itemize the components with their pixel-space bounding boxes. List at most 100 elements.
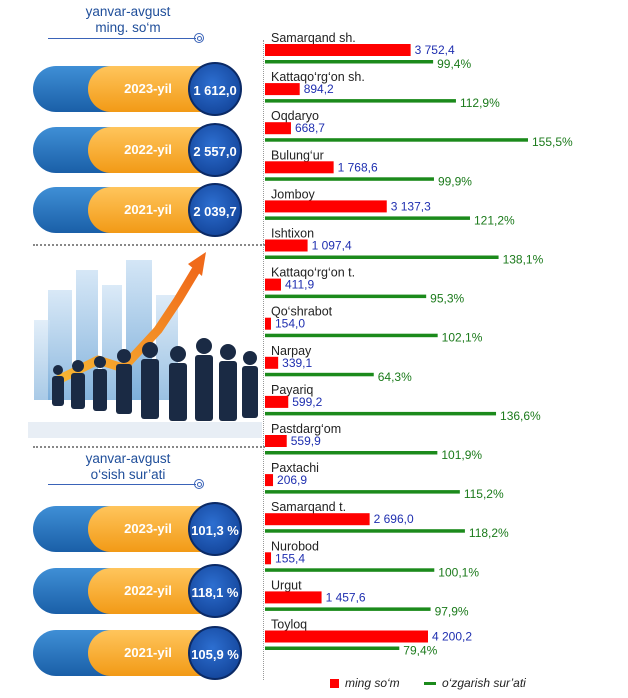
legend-label-growth: o‘zgarish sur’ati: [442, 676, 526, 690]
legend-swatch-green: [424, 682, 436, 686]
bar-growth: [265, 646, 400, 650]
bar-amount: [265, 278, 281, 291]
category-label: Oqdaryo: [271, 109, 319, 123]
pill-year: 2021-yil: [124, 202, 172, 217]
dotted-divider-bottom: [33, 446, 265, 448]
business-growth-illustration: [28, 252, 262, 438]
pill-year: 2023-yil: [124, 81, 172, 96]
bar-amount-label: 4 200,2: [432, 630, 472, 644]
category-label: Jomboy: [271, 187, 316, 201]
growth-header-underline: [48, 484, 196, 485]
category-label: Nurobod: [271, 539, 319, 553]
bar-amount-label: 1 097,4: [312, 239, 352, 253]
bar-amount: [265, 435, 287, 447]
bar-growth: [265, 177, 434, 181]
category-label: Pastdarg‘om: [271, 422, 341, 436]
growth-header-line1: yanvar-avgust: [85, 451, 171, 466]
bar-amount-label: 155,4: [275, 551, 305, 565]
bar-growth-label: 121,2%: [474, 213, 515, 227]
bar-growth: [265, 411, 497, 416]
pill-value: 101,3 %: [188, 502, 242, 556]
bar-amount: [265, 44, 411, 56]
pill-value: 1 612,0: [188, 62, 242, 116]
bar-growth-label: 100,1%: [438, 565, 479, 579]
bar-growth-label: 138,1%: [503, 253, 544, 267]
amount-header-line1: yanvar-avgust: [85, 4, 171, 19]
bar-amount: [265, 239, 308, 252]
bar-growth: [265, 607, 431, 611]
bar-amount-label: 411,9: [285, 278, 314, 292]
growth-pill-2023: 2023-yil 101,3 %: [33, 502, 250, 556]
amount-pill-2021: 2021-yil 2 039,7: [33, 183, 250, 237]
pill-value: 2 557,0: [188, 123, 242, 177]
bar-amount-label: 206,9: [277, 473, 307, 487]
bar-amount: [265, 161, 334, 174]
bar-amount: [265, 200, 387, 213]
bar-amount-label: 668,7: [295, 121, 325, 135]
bar-growth: [265, 529, 465, 533]
bar-amount-label: 3 752,4: [415, 43, 455, 57]
bar-growth: [265, 490, 460, 494]
bar-growth: [265, 294, 427, 299]
bar-growth-label: 64,3%: [378, 370, 412, 384]
bar-growth-label: 118,2%: [469, 526, 509, 540]
bar-growth: [265, 451, 438, 455]
pill-value: 118,1 %: [188, 564, 242, 618]
category-label: Payariq: [271, 383, 313, 397]
bar-amount: [265, 591, 322, 604]
bar-amount-label: 154,0: [275, 317, 305, 331]
bar-amount: [265, 552, 272, 565]
category-label: Samarqand t.: [271, 500, 346, 514]
bar-amount: [265, 513, 370, 526]
amount-pill-2022: 2022-yil 2 557,0: [33, 123, 250, 177]
pill-year: 2022-yil: [124, 142, 172, 157]
bar-growth-label: 102,1%: [442, 331, 483, 345]
bar-growth-label: 97,9%: [435, 604, 469, 618]
category-label: Narpay: [271, 344, 312, 358]
pill-year: 2022-yil: [124, 583, 172, 598]
vertical-dotted-divider: [263, 40, 264, 680]
pill-value: 105,9 %: [188, 626, 242, 680]
growth-pill-2022: 2022-yil 118,1 %: [33, 564, 250, 618]
amount-header-underline: [48, 38, 196, 39]
bar-amount: [265, 630, 428, 643]
category-label: Qo‘shrabot: [271, 305, 333, 319]
bar-growth: [265, 333, 438, 338]
bar-growth: [265, 372, 374, 377]
bar-growth: [265, 255, 499, 259]
category-label: Bulung‘ur: [271, 148, 324, 162]
category-label: Toyloq: [271, 618, 307, 632]
bar-growth-label: 99,9%: [438, 174, 472, 188]
legend-item-growth: o‘zgarish sur’ati: [424, 676, 526, 690]
bar-amount-label: 894,2: [304, 82, 334, 96]
growth-header: yanvar-avgust o‘sish sur’ati: [48, 451, 208, 483]
bar-growth-label: 115,2%: [464, 487, 504, 501]
legend-swatch-red: [330, 679, 339, 689]
bar-growth: [265, 99, 456, 103]
bar-growth-label: 112,9%: [460, 96, 500, 110]
bar-amount: [265, 395, 289, 408]
category-label: Kattaqo‘rg‘on sh.: [271, 70, 365, 84]
bar-amount-label: 559,9: [291, 434, 321, 448]
legend-item-amount: ming so‘m: [330, 676, 400, 690]
bar-amount: [265, 122, 291, 135]
target-icon: [194, 479, 204, 489]
bar-amount: [265, 317, 271, 330]
pill-year: 2021-yil: [124, 645, 172, 660]
category-label: Kattaqo‘rg‘on t.: [271, 266, 355, 280]
bar-growth-label: 79,4%: [403, 644, 437, 658]
category-label: Ishtixon: [271, 227, 314, 241]
bar-growth: [265, 60, 434, 64]
bar-amount: [265, 83, 300, 96]
bar-amount-label: 2 696,0: [374, 512, 414, 526]
amount-pill-2023: 2023-yil 1 612,0: [33, 62, 250, 116]
target-icon: [194, 33, 204, 43]
dotted-divider-top: [33, 244, 265, 246]
growth-pill-2021: 2021-yil 105,9 %: [33, 626, 250, 680]
bar-amount-label: 339,1: [282, 356, 312, 370]
bar-growth-label: 136,6%: [500, 409, 541, 423]
category-label: Paxtachi: [271, 461, 319, 475]
growth-header-line2: o‘sish sur’ati: [90, 467, 166, 482]
bar-growth: [265, 138, 528, 142]
